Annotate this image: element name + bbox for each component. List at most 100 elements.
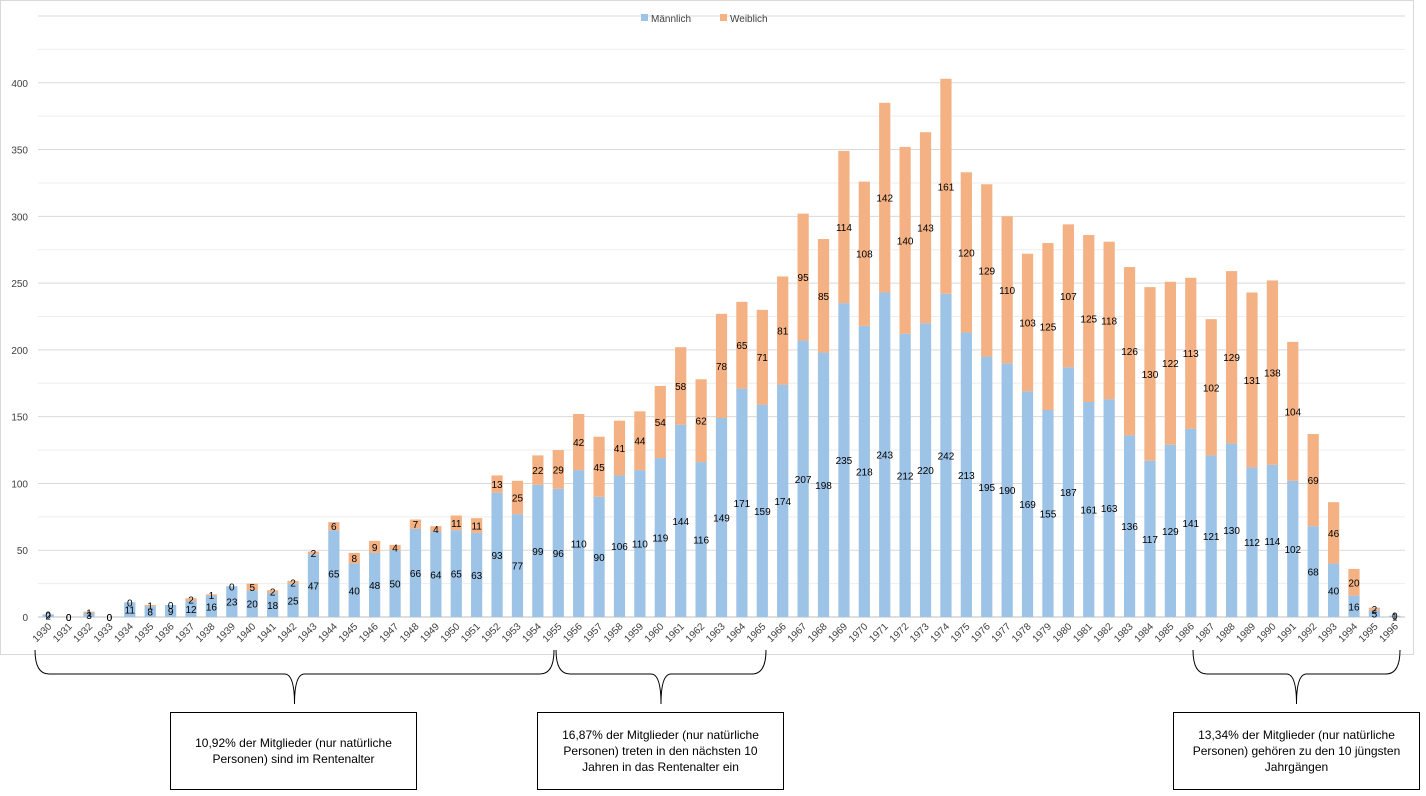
bar-maennlich — [797, 340, 809, 617]
data-label-maennlich: 0 — [107, 613, 113, 624]
bar-weiblich — [1001, 216, 1013, 364]
data-label-weiblich: 125 — [1080, 315, 1097, 326]
bar-maennlich — [267, 592, 279, 617]
bar-maennlich — [1123, 435, 1136, 617]
data-label-maennlich: 50 — [389, 580, 401, 591]
data-label-maennlich: 5 — [1372, 610, 1378, 621]
data-label-maennlich: 136 — [1121, 522, 1138, 533]
annotation-youngest: 13,34% der Mitglieder (nur natürliche Pe… — [1173, 712, 1420, 790]
data-label-weiblich: 46 — [1328, 529, 1340, 540]
annotation-next-10-years: 16,87% der Mitglieder (nur natürliche Pe… — [537, 712, 784, 790]
data-label-maennlich: 77 — [512, 562, 524, 573]
bar-weiblich — [1348, 568, 1360, 596]
data-label-maennlich: 40 — [349, 586, 361, 597]
bar-maennlich — [552, 488, 564, 617]
bar-maennlich — [511, 514, 524, 617]
data-label-weiblich: 126 — [1121, 347, 1138, 358]
bar-weiblich — [1246, 292, 1258, 468]
bar-maennlich — [1185, 428, 1197, 617]
bar-maennlich — [1266, 464, 1278, 617]
data-label-maennlich: 99 — [532, 547, 544, 558]
data-label-maennlich: 106 — [611, 542, 628, 553]
data-label-weiblich: 71 — [757, 353, 769, 364]
data-label-weiblich: 129 — [1223, 353, 1240, 364]
data-label-weiblich: 95 — [798, 273, 810, 284]
data-label-maennlich: 235 — [836, 456, 853, 467]
data-label-maennlich: 174 — [774, 497, 791, 508]
bar-maennlich — [593, 496, 605, 617]
bar-weiblich — [1083, 235, 1095, 402]
data-label-weiblich: 142 — [876, 194, 893, 205]
data-label-weiblich: 107 — [1060, 292, 1077, 303]
data-label-weiblich: 85 — [818, 292, 830, 303]
data-label-weiblich: 2 — [290, 578, 296, 589]
bar-maennlich — [695, 462, 707, 617]
data-label-maennlich: 110 — [571, 540, 587, 551]
bar-maennlich — [328, 530, 340, 617]
data-label-weiblich: 29 — [553, 465, 565, 476]
bar-maennlich — [675, 424, 687, 617]
data-label-maennlich: 163 — [1101, 504, 1118, 515]
bar-weiblich — [858, 181, 870, 326]
bar-weiblich — [1185, 277, 1197, 429]
bar-maennlich — [919, 323, 932, 617]
bar-weiblich — [287, 580, 299, 584]
annotation-retirement: 10,92% der Mitglieder (nur natürliche Pe… — [170, 712, 417, 790]
data-label-weiblich: 2 — [188, 596, 194, 607]
data-label-weiblich: 8 — [351, 554, 357, 565]
brace-next-10-years — [555, 649, 767, 705]
y-tick-label: 0 — [22, 613, 28, 624]
bar-maennlich — [1144, 460, 1156, 617]
data-label-maennlich: 198 — [815, 481, 832, 492]
bar-weiblich — [471, 518, 483, 533]
data-label-maennlich: 65 — [328, 570, 340, 581]
bar-maennlich — [532, 484, 544, 617]
data-label-maennlich: 96 — [553, 549, 565, 560]
bar-maennlich — [42, 614, 54, 617]
data-label-weiblich: 78 — [716, 362, 728, 373]
data-label-maennlich: 3 — [86, 611, 92, 622]
bar-weiblich — [981, 184, 993, 357]
bar-weiblich — [430, 526, 442, 532]
bar-maennlich — [471, 532, 483, 617]
bar-weiblich — [1123, 267, 1136, 436]
bar-weiblich — [1327, 502, 1340, 564]
brace-retirement — [34, 649, 555, 705]
data-label-maennlich: 169 — [1019, 500, 1036, 511]
bar-weiblich — [409, 519, 422, 529]
bar-maennlich — [1307, 526, 1319, 617]
bar-weiblich — [267, 590, 279, 593]
bar-maennlich — [1001, 363, 1013, 617]
data-label-maennlich: 207 — [795, 475, 812, 486]
data-label-weiblich: 62 — [696, 417, 708, 428]
data-label-maennlich: 65 — [451, 570, 463, 581]
bar-maennlich — [736, 388, 748, 617]
data-label-maennlich: 187 — [1060, 488, 1077, 499]
data-label-maennlich: 243 — [876, 451, 893, 462]
bar-weiblich — [654, 385, 666, 459]
data-label-weiblich: 1 — [209, 591, 215, 602]
data-label-weiblich: 125 — [1040, 323, 1057, 334]
bar-maennlich — [124, 602, 136, 617]
data-label-weiblich: 65 — [736, 341, 748, 352]
data-label-weiblich: 45 — [594, 463, 606, 474]
data-label-weiblich: 118 — [1101, 317, 1117, 328]
bar-maennlich — [1327, 563, 1340, 617]
data-label-weiblich: 0 — [45, 610, 51, 621]
y-tick-label: 50 — [17, 546, 29, 557]
bar-maennlich — [348, 563, 360, 617]
bar-weiblich — [940, 78, 952, 294]
bar-maennlich — [960, 332, 972, 617]
data-label-weiblich: 11 — [451, 519, 462, 530]
data-label-maennlich: 66 — [410, 569, 422, 580]
data-label-weiblich: 0 — [168, 601, 174, 612]
bar-weiblich — [1062, 224, 1074, 368]
data-label-weiblich: 1 — [147, 602, 153, 613]
bar-weiblich — [1205, 319, 1217, 456]
data-label-maennlich: 242 — [938, 451, 955, 462]
bar-weiblich — [369, 540, 381, 553]
data-label-maennlich: 93 — [492, 551, 504, 562]
legend-label-maennlich: Männlich — [651, 14, 691, 25]
data-label-maennlich: 130 — [1223, 526, 1240, 537]
data-label-weiblich: 7 — [413, 520, 419, 531]
